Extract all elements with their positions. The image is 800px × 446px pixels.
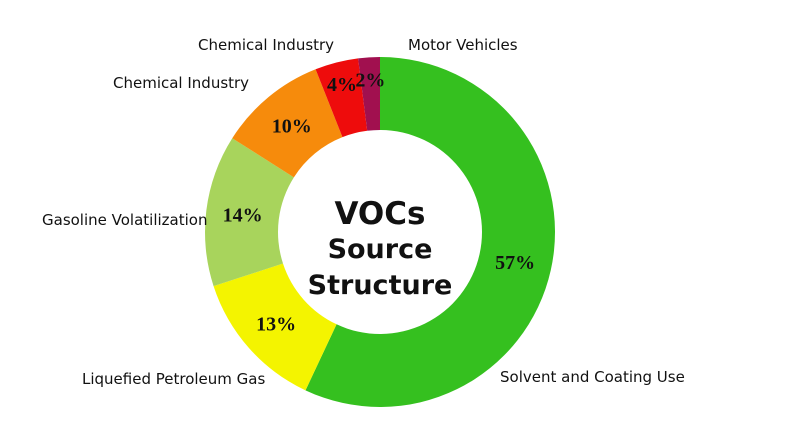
title-line-3: Structure: [307, 270, 453, 301]
slice-0: [305, 57, 556, 407]
slice-value-label-5: 2%: [355, 69, 385, 91]
slice-label-chemical-2: Chemical Industry: [198, 36, 335, 54]
slice-label-gasoline: Gasoline Volatilization: [42, 211, 208, 229]
slice-value-label-0: 57%: [495, 252, 535, 274]
slice-2: [205, 138, 294, 287]
slice-label-motor: Motor Vehicles: [408, 36, 518, 54]
slice-value-label-1: 13%: [256, 314, 296, 336]
slice-value-label-2: 14%: [223, 205, 263, 227]
slice-label-lpg: Liquefied Petroleum Gas: [82, 370, 266, 388]
chart-title: VOCs Source Structure: [280, 196, 480, 304]
slice-1: [213, 263, 337, 391]
slice-4: [315, 58, 368, 138]
title-line-1: VOCs: [334, 196, 426, 232]
slice-value-label-3: 10%: [272, 115, 312, 137]
slice-label-solvent: Solvent and Coating Use: [500, 368, 685, 386]
slice-label-chemical-1: Chemical Industry: [113, 74, 250, 92]
slice-value-label-4: 4%: [327, 74, 357, 96]
title-line-2: Source: [327, 234, 433, 265]
slice-5: [358, 57, 380, 131]
slice-3: [232, 69, 343, 178]
